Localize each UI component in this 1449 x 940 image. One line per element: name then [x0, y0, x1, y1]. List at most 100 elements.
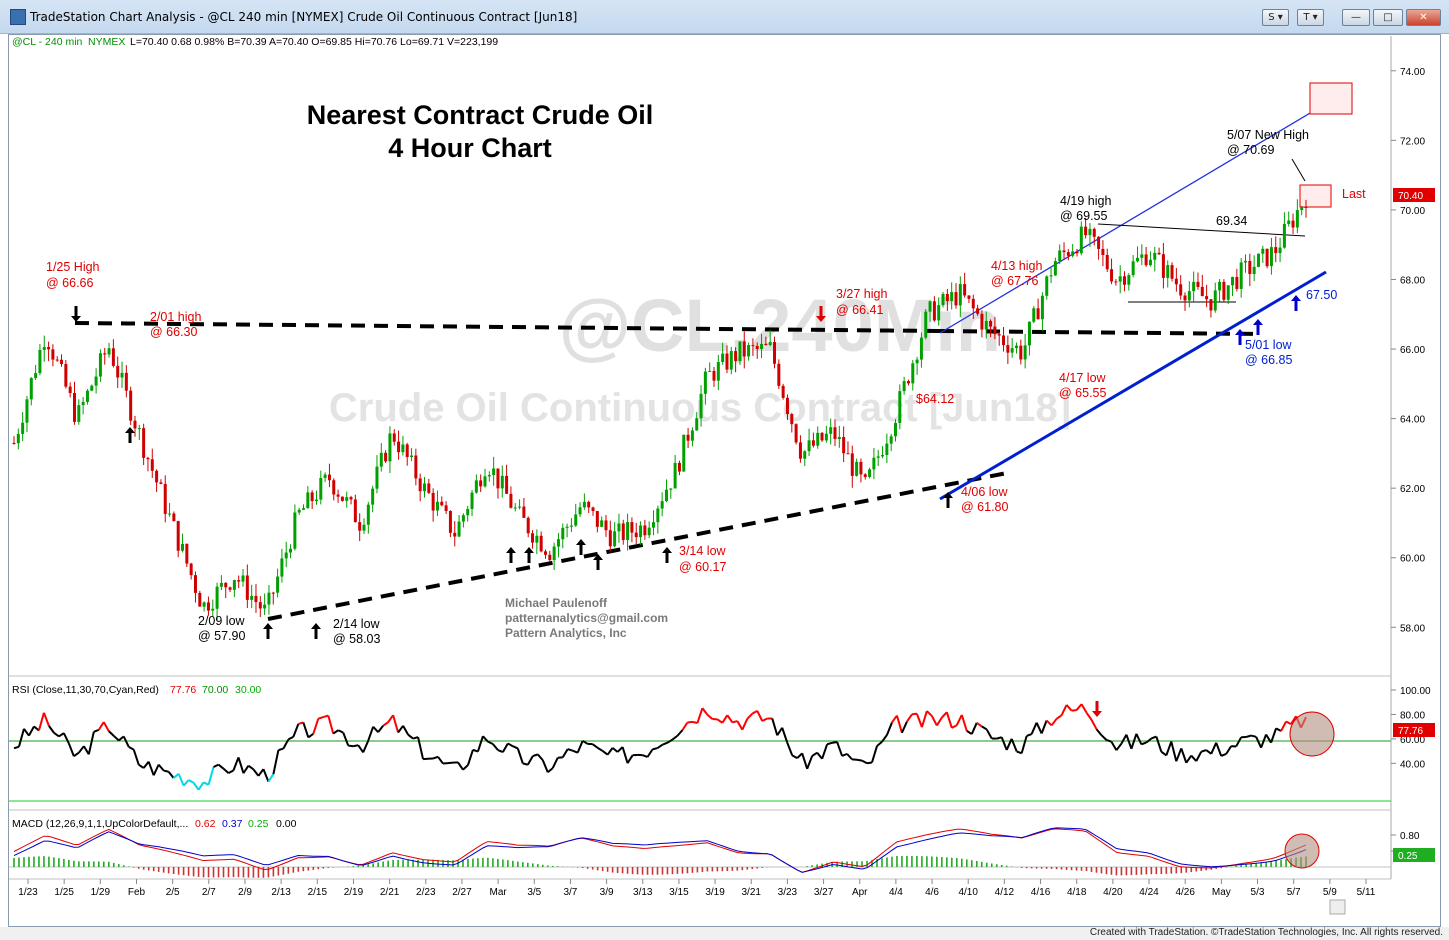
- maximize-button[interactable]: □: [1373, 9, 1403, 26]
- window-titlebar: TradeStation Chart Analysis - @CL 240 mi…: [0, 0, 1449, 34]
- rsi-segment: [1115, 743, 1123, 751]
- candle-body: [690, 430, 694, 441]
- macd-hist-bar: [891, 856, 893, 867]
- rsi-segment: [122, 736, 130, 748]
- rsi-segment: [1120, 734, 1128, 745]
- rsi-segment: [23, 728, 30, 737]
- candle-body: [626, 522, 630, 540]
- arrow-head: [263, 623, 273, 629]
- rsi-segment: [1125, 734, 1133, 750]
- macd-hist-bar: [48, 856, 50, 867]
- rsi-segment: [541, 759, 549, 773]
- rsi-segment: [1090, 719, 1098, 730]
- candle-body: [1144, 254, 1148, 266]
- candle-body: [38, 349, 42, 374]
- new-high-pointer: [1291, 158, 1306, 182]
- rsi-segment: [732, 720, 738, 724]
- candle-body: [254, 595, 258, 603]
- candle-body: [677, 462, 681, 472]
- date-tick-label: 2/5: [166, 887, 180, 898]
- candle-body: [548, 554, 552, 561]
- macd-hist-bar: [297, 867, 300, 872]
- rsi-segment: [811, 751, 818, 757]
- candle-body: [950, 292, 954, 302]
- rsi-segment: [526, 755, 534, 766]
- macd-hist-bar: [512, 860, 514, 867]
- macd-hist-bar: [1020, 867, 1023, 868]
- ann-201-1: 2/01 high: [150, 310, 201, 324]
- rsi-segment: [1141, 741, 1147, 746]
- macd-hist-bar: [1070, 867, 1073, 871]
- macd-hist-bar: [317, 867, 320, 870]
- rsi-segment: [1056, 714, 1063, 720]
- rsi-segment: [821, 743, 829, 760]
- price-tick-label: 62.00: [1400, 484, 1425, 495]
- macd-hist-bar: [721, 867, 724, 872]
- rsi-segment: [701, 707, 709, 716]
- macd-hist-bar: [806, 866, 808, 867]
- rsi-segment: [652, 747, 658, 751]
- ann-327-2: @ 66.41: [836, 303, 883, 317]
- date-scroll-widget[interactable]: [1329, 899, 1346, 915]
- macd-hist-bar: [462, 859, 464, 867]
- macd-hist-bar: [83, 861, 85, 867]
- candle-body: [224, 582, 228, 588]
- candle-body: [55, 359, 59, 361]
- candle-body: [107, 348, 111, 355]
- toolbar-menu-button[interactable]: T ▾: [1297, 9, 1324, 26]
- price-tick-label: 72.00: [1400, 136, 1425, 147]
- rsi-segment: [662, 741, 668, 746]
- macd-hist-bar: [68, 859, 70, 867]
- rsi-segment: [387, 714, 394, 723]
- close-button[interactable]: ✕: [1406, 9, 1441, 26]
- candle-body: [297, 509, 301, 513]
- rsi-segment: [278, 747, 284, 752]
- date-tick-label: 3/21: [742, 887, 762, 898]
- rsi-segment: [487, 740, 494, 745]
- chart-canvas[interactable]: @CL,240Min Crude Oil Continuous Contract…: [0, 34, 1449, 927]
- candle-body: [578, 507, 582, 515]
- rsi-segment: [247, 764, 255, 771]
- candle-body: [1092, 228, 1096, 237]
- macd-hist-bar: [332, 867, 335, 868]
- ann-413-1: 4/13 high: [991, 259, 1042, 273]
- candle-body: [1049, 275, 1053, 277]
- rsi-segment: [113, 735, 120, 742]
- chart-title-line2: 4 Hour Chart: [388, 133, 552, 163]
- date-tick-label: 2/9: [238, 887, 252, 898]
- rsi-segment: [1265, 733, 1272, 744]
- candle-body: [518, 506, 522, 508]
- macd-hist-bar: [247, 867, 250, 878]
- macd-hist-bar: [452, 860, 454, 867]
- macd-hist-bar: [1005, 865, 1008, 867]
- rsi-segment: [866, 761, 873, 765]
- candle-body: [1014, 345, 1018, 349]
- annotation-arrow: [1253, 319, 1263, 335]
- candle-body: [47, 347, 51, 350]
- macd-hist-bar: [1050, 867, 1053, 869]
- candle-body: [1187, 291, 1191, 301]
- symbol-menu-button[interactable]: S ▾: [1262, 9, 1289, 26]
- candle-body: [1213, 290, 1217, 311]
- candle-body: [193, 575, 197, 593]
- macd-hist-bar: [73, 860, 75, 867]
- ann-6412: $64.12: [916, 392, 954, 406]
- candle-body: [1114, 281, 1118, 283]
- rsi-segment: [192, 782, 200, 791]
- macd-hist-bar: [536, 864, 539, 867]
- annotation-arrows: [71, 295, 1301, 717]
- annotation-arrow: [1235, 329, 1245, 345]
- rsi-segment: [222, 767, 230, 774]
- author-company: Pattern Analytics, Inc: [505, 626, 627, 640]
- candle-body: [1062, 250, 1066, 253]
- minimize-button[interactable]: —: [1342, 9, 1370, 26]
- ann-327-1: 3/27 high: [836, 287, 887, 301]
- candle-body: [241, 575, 245, 582]
- ann-413-2: @ 67.76: [991, 274, 1038, 288]
- candle-body: [539, 535, 543, 552]
- candle-body: [1265, 248, 1269, 267]
- rsi-segment: [476, 735, 484, 752]
- candle-body: [695, 418, 699, 431]
- rsi-segment: [147, 761, 155, 776]
- candle-body: [206, 602, 210, 611]
